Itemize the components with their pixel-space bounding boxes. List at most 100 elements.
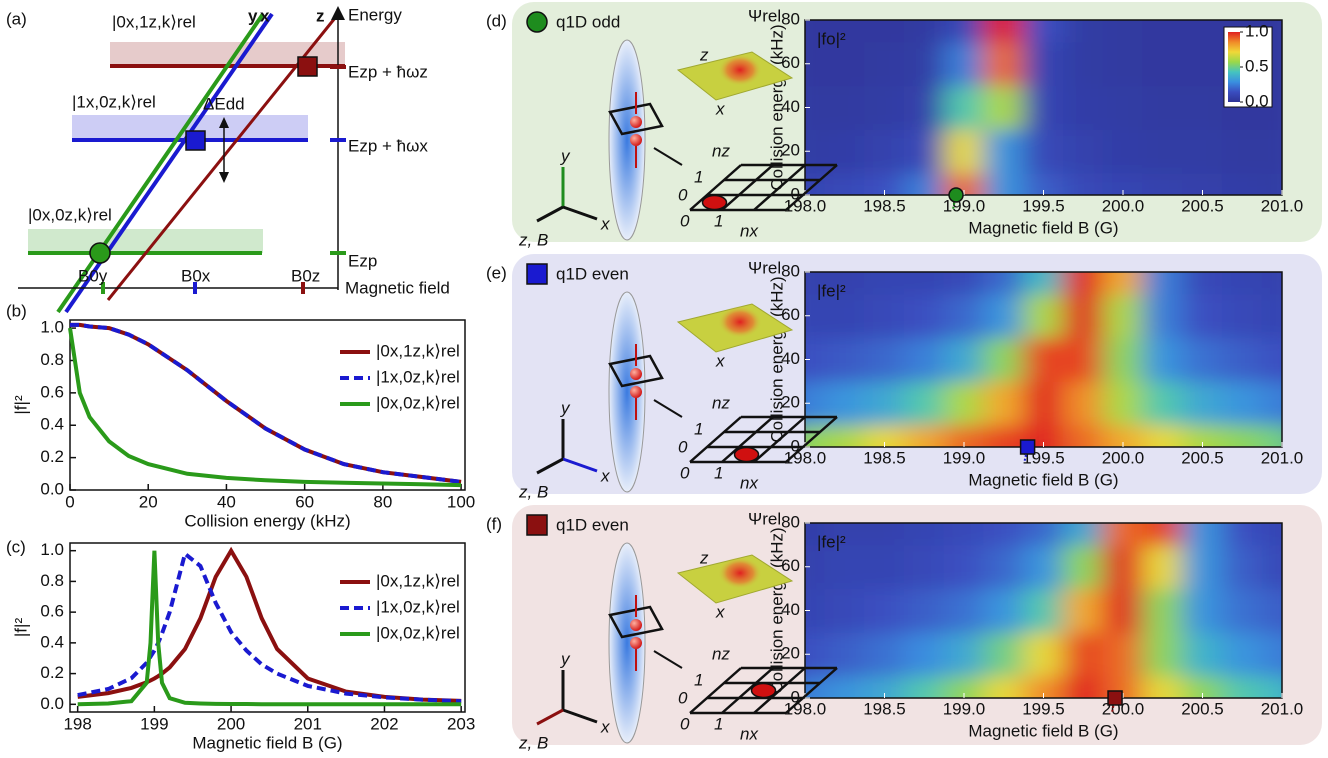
grid (753, 667, 806, 714)
heat-cell (824, 85, 866, 130)
state-label: |1x,0z,k⟩rel (72, 92, 156, 111)
legend-label: |1x,0z,k⟩rel (376, 597, 460, 616)
heat-cell (864, 380, 905, 426)
heat-cell (903, 424, 945, 447)
heat-cell (1182, 675, 1223, 698)
grid (785, 416, 838, 463)
atom (630, 368, 642, 380)
heat-cell (983, 293, 1025, 339)
heat-cell (864, 675, 905, 698)
grid-tick: 1 (694, 167, 703, 186)
heat-cell (983, 337, 1025, 382)
heat-cell (1023, 272, 1064, 295)
grid-tick: 0 (678, 437, 688, 456)
heat-cell (943, 523, 985, 546)
heat-cell (1102, 523, 1144, 546)
y-tick-label: 20 (781, 644, 800, 663)
heat-cell (805, 337, 826, 382)
heat-cell (1023, 41, 1064, 87)
heat-cell (1062, 631, 1104, 677)
heat-cell (1142, 631, 1184, 677)
heat-cell (1182, 85, 1223, 130)
heat-cell (943, 424, 985, 447)
level-label: Ezp (348, 251, 377, 270)
heat-cell (1182, 128, 1223, 174)
heat-cell (1182, 523, 1223, 546)
heat-cell (983, 523, 1025, 546)
heat-cell (1261, 631, 1282, 677)
x-tick-label: 198.5 (863, 196, 906, 215)
grid (689, 164, 742, 211)
heat-cell (1023, 631, 1064, 677)
heat-cell (1062, 588, 1104, 633)
x-tick-label: 198.5 (863, 448, 906, 467)
x-tick-label: 201.0 (1261, 699, 1304, 718)
heat-cell (864, 631, 905, 677)
x-tick-label: 199.5 (1022, 699, 1065, 718)
heat-cell (1102, 424, 1144, 447)
y-tick-label: 1.0 (40, 540, 64, 559)
heat-cell (824, 293, 866, 339)
field-label: B0z (291, 266, 320, 285)
heat-cell (943, 20, 985, 43)
heat-cell (805, 544, 826, 590)
grid-axis-label: nx (740, 473, 758, 492)
heat-cell (805, 20, 826, 43)
colorbar (1228, 32, 1240, 102)
heat-cell (943, 85, 985, 130)
heat-cell (943, 380, 985, 426)
panel-label: (d) (486, 11, 507, 30)
heat-cell (1261, 544, 1282, 590)
frame-axis (536, 457, 564, 475)
heat-cell (864, 85, 905, 130)
y-tick-label: 40 (781, 600, 800, 619)
line-label: y (248, 6, 258, 25)
frame-axis-label: z, B (518, 230, 548, 249)
heat-cell (1182, 293, 1223, 339)
heat-cell (1221, 544, 1263, 590)
x-tick-label: 199.0 (943, 699, 986, 718)
series-line (77, 550, 462, 704)
heat-cell (903, 20, 945, 43)
heat-cell (1102, 128, 1144, 174)
x-tick-label: 200.0 (1102, 196, 1145, 215)
surface-axis-label: z (699, 548, 709, 567)
heat-cell (1261, 128, 1282, 174)
heat-cell (1023, 128, 1064, 174)
heat-cell (864, 172, 905, 195)
heat-cell (903, 675, 945, 698)
heat-cell (943, 337, 985, 382)
heat-cell (1062, 20, 1104, 43)
heat-cell (805, 293, 826, 339)
x-tick-label: 199.5 (1022, 196, 1065, 215)
heat-cell (1221, 631, 1263, 677)
panel-title: q1D even (556, 264, 629, 283)
heatmap-cells (805, 272, 1282, 447)
heat-cell (805, 85, 826, 130)
y-axis-label: |f|² (11, 395, 30, 415)
y-tick-label: 80 (781, 9, 800, 28)
heat-cell (805, 523, 826, 546)
x-axis-label: Magnetic field B (G) (968, 470, 1118, 489)
grid-tick: 1 (714, 211, 723, 230)
heat-cell (824, 337, 866, 382)
legend-label: |0x,1z,k⟩rel (376, 341, 460, 360)
grid (721, 416, 774, 463)
heat-cell (1221, 588, 1263, 633)
panel-label: (c) (6, 537, 26, 556)
panel-label: (b) (6, 301, 27, 320)
marker (948, 187, 964, 203)
heat-cell (1182, 172, 1223, 195)
heat-cell (824, 424, 866, 447)
heat-cell (1142, 675, 1184, 698)
grid (753, 416, 806, 463)
heat-cell (1261, 588, 1282, 633)
heat-cell (824, 20, 866, 43)
state-label: |0x,1z,k⟩rel (112, 12, 196, 31)
heat-cell (943, 41, 985, 87)
heat-cell (983, 424, 1025, 447)
y-tick-label: 60 (781, 305, 800, 324)
colorbar-label: 1.0 (1245, 21, 1269, 40)
heat-cell (943, 675, 985, 698)
x-tick-label: 199 (140, 714, 168, 733)
